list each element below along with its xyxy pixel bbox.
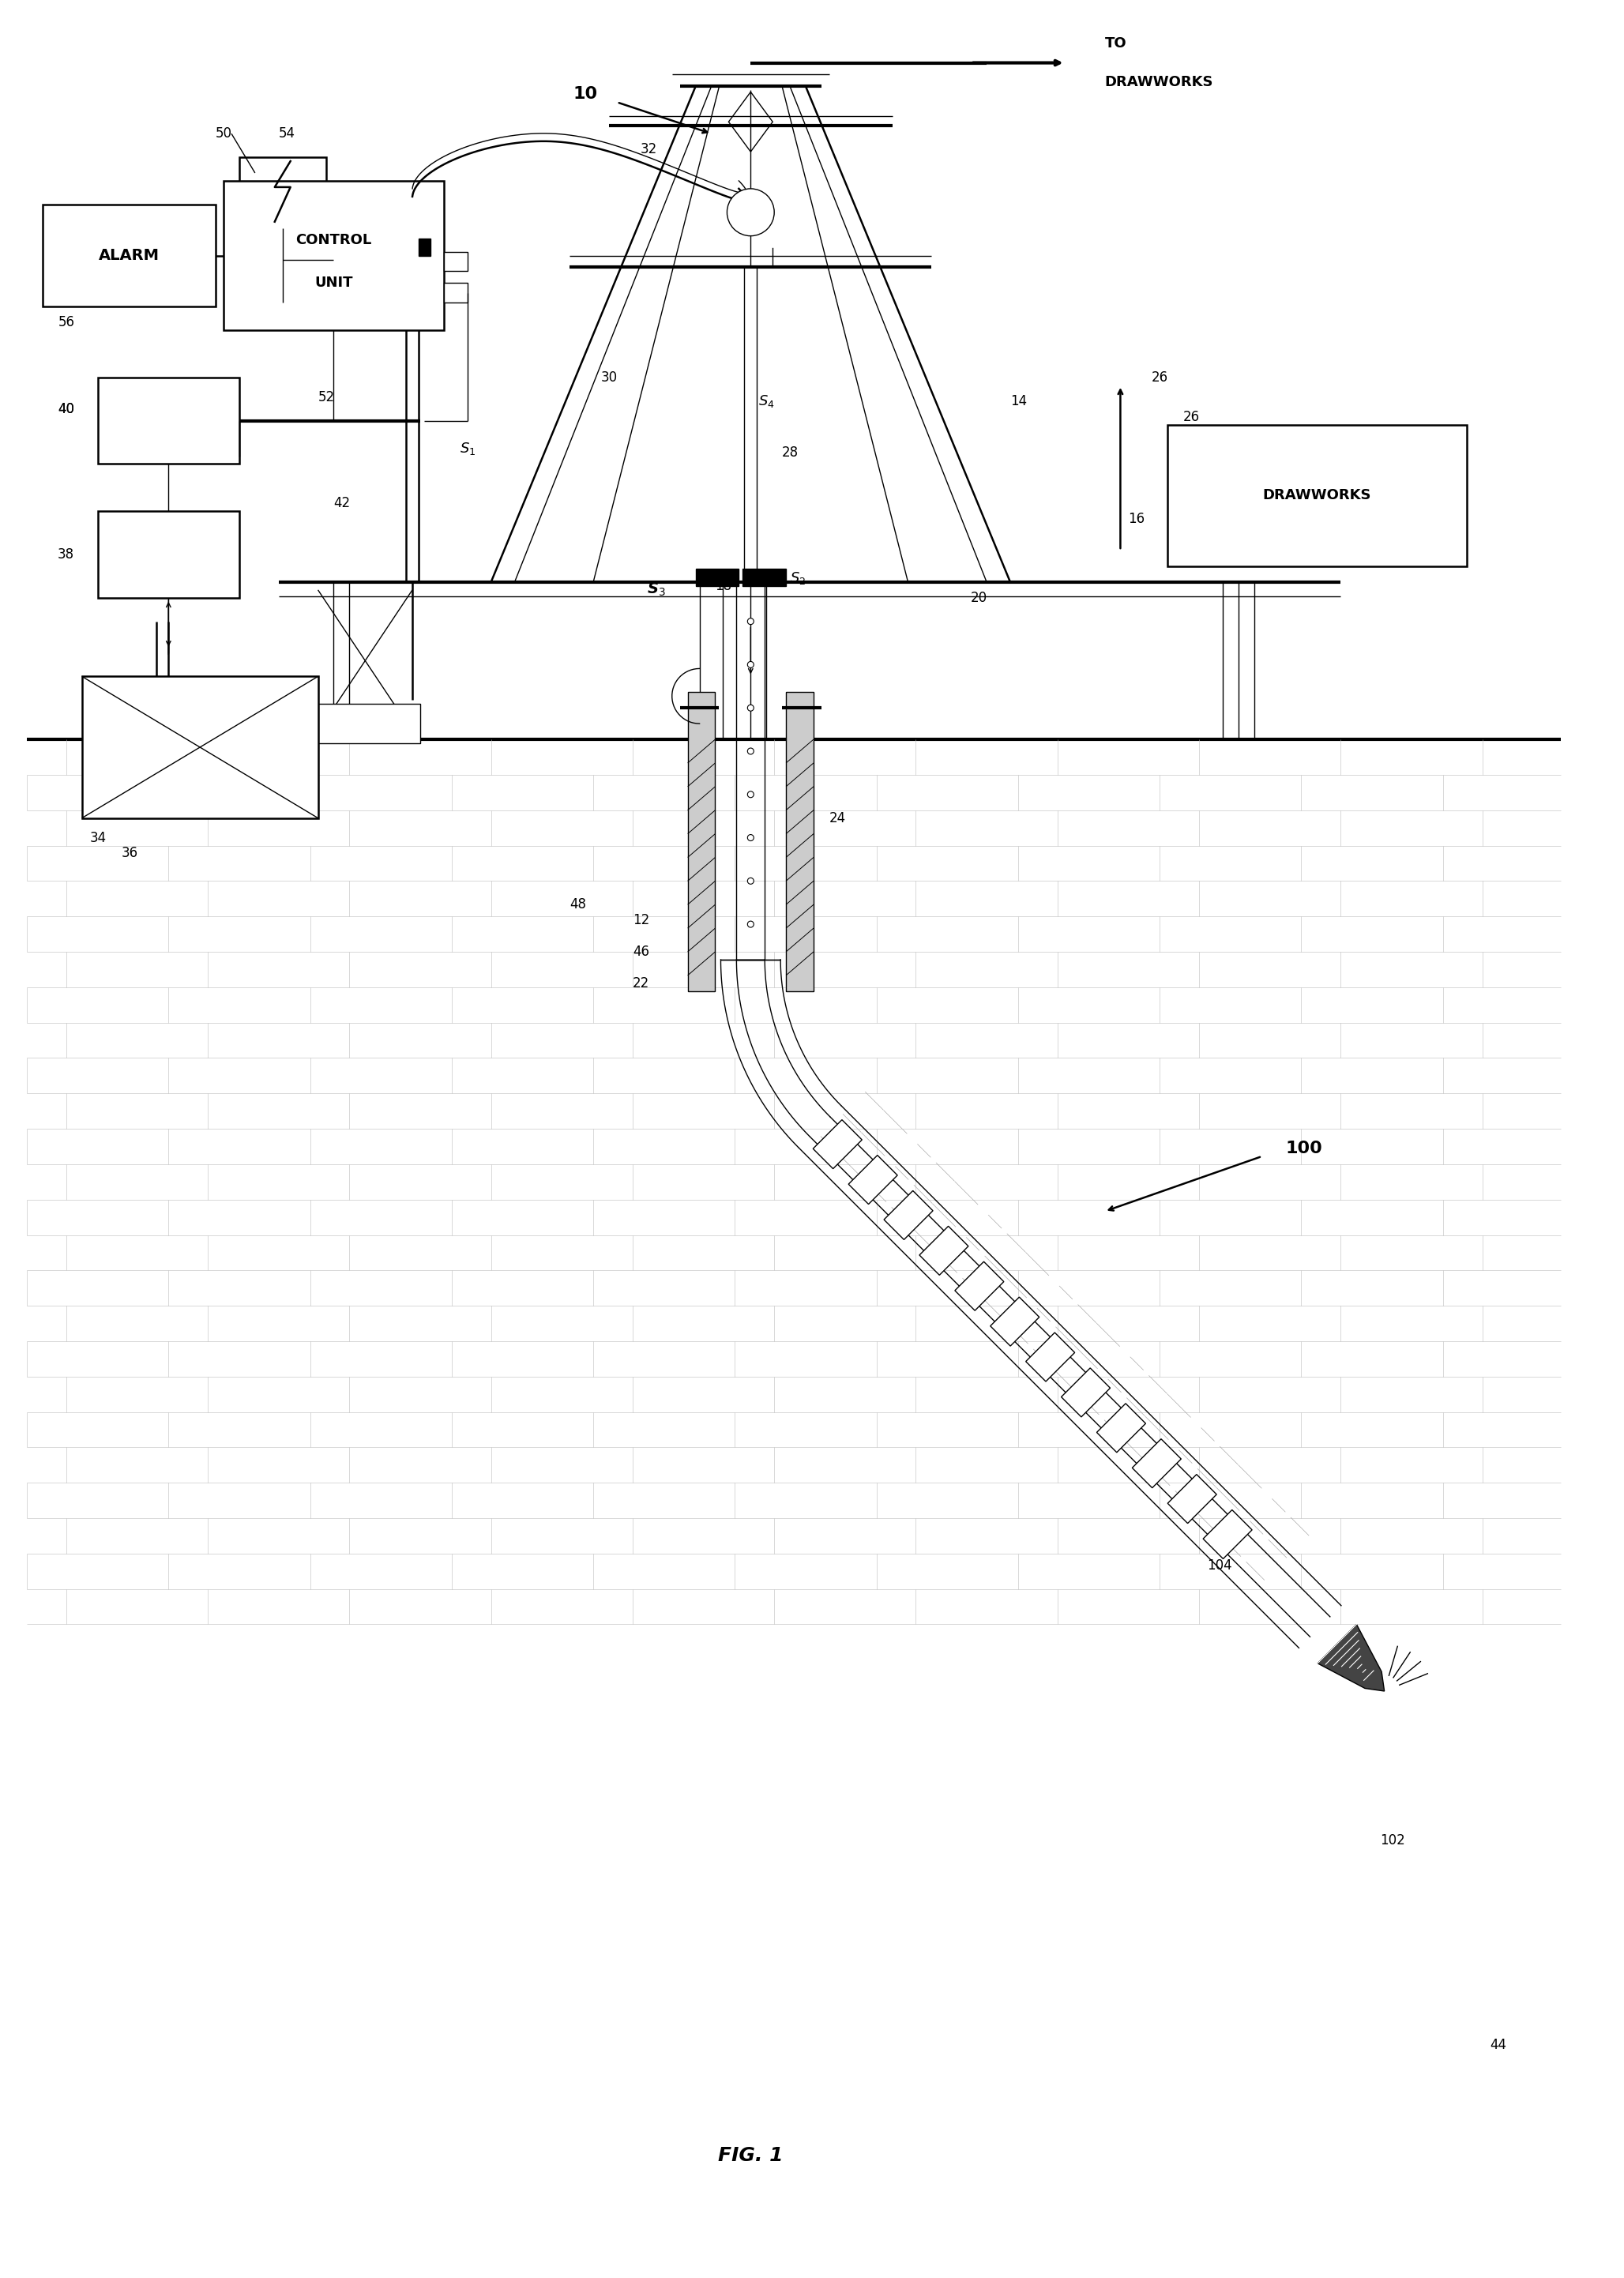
Text: 50: 50	[216, 128, 232, 141]
Text: 104: 104	[1207, 1558, 1233, 1572]
Bar	[786, 693, 814, 991]
Polygon shape	[848, 1155, 898, 1205]
Polygon shape	[1060, 1369, 1111, 1417]
Polygon shape	[1096, 1403, 1145, 1453]
Bar	[97, 378, 239, 465]
Circle shape	[747, 617, 754, 624]
Text: 20: 20	[971, 590, 987, 606]
Circle shape	[747, 920, 754, 927]
Text: ALARM: ALARM	[99, 248, 159, 262]
Text: 16: 16	[1129, 513, 1145, 526]
Text: TO: TO	[1104, 36, 1127, 50]
Text: 30: 30	[601, 371, 617, 385]
Circle shape	[747, 747, 754, 754]
Text: 56: 56	[58, 314, 75, 330]
Text: 26: 26	[1184, 410, 1200, 424]
Text: S$_4$: S$_4$	[758, 394, 775, 410]
Text: 54: 54	[279, 128, 296, 141]
Bar	[687, 693, 715, 991]
Text: 40: 40	[57, 401, 75, 417]
Polygon shape	[1317, 1624, 1384, 1690]
Bar	[310, 704, 421, 743]
Bar	[695, 570, 739, 585]
Text: 22: 22	[633, 977, 650, 991]
Text: 32: 32	[640, 141, 658, 157]
Text: CONTROL: CONTROL	[296, 232, 372, 246]
Text: 44: 44	[1491, 2039, 1507, 2052]
Circle shape	[747, 877, 754, 884]
Polygon shape	[1132, 1440, 1181, 1488]
Circle shape	[747, 834, 754, 841]
Text: 40: 40	[57, 401, 75, 417]
Text: 48: 48	[570, 898, 586, 911]
Text: DRAWWORKS: DRAWWORKS	[1104, 75, 1213, 89]
Bar	[224, 180, 443, 330]
Bar	[42, 205, 216, 308]
Bar	[742, 570, 786, 585]
Bar	[419, 239, 430, 255]
Bar	[97, 510, 239, 597]
Text: 26: 26	[1151, 371, 1169, 385]
Circle shape	[747, 704, 754, 711]
Text: UNIT: UNIT	[315, 276, 352, 289]
Polygon shape	[814, 1121, 862, 1169]
Bar	[1168, 424, 1466, 567]
Text: 10: 10	[573, 87, 598, 103]
Text: FIG. 1: FIG. 1	[718, 2146, 783, 2164]
Text: 46: 46	[633, 945, 650, 959]
Text: 42: 42	[333, 497, 351, 510]
Text: 38: 38	[57, 547, 75, 563]
Text: S$_3$: S$_3$	[646, 581, 666, 599]
Polygon shape	[883, 1191, 932, 1239]
Circle shape	[747, 790, 754, 797]
Bar	[239, 157, 326, 228]
Text: 36: 36	[122, 847, 138, 861]
Polygon shape	[1168, 1474, 1216, 1524]
Polygon shape	[919, 1226, 968, 1276]
Text: S$_1$: S$_1$	[460, 440, 476, 456]
Text: 100: 100	[1286, 1141, 1322, 1157]
Circle shape	[728, 189, 775, 237]
Text: 34: 34	[89, 831, 107, 845]
Text: 24: 24	[830, 811, 846, 825]
Text: 28: 28	[783, 444, 799, 460]
Bar	[443, 251, 468, 271]
Polygon shape	[991, 1296, 1039, 1346]
Bar	[81, 677, 318, 818]
Polygon shape	[1203, 1510, 1252, 1558]
Text: 14: 14	[1010, 394, 1026, 408]
Text: S$_2$: S$_2$	[789, 570, 806, 585]
Text: 18: 18	[715, 579, 732, 592]
Polygon shape	[1026, 1333, 1075, 1380]
Text: 102: 102	[1380, 1834, 1405, 1847]
Circle shape	[747, 661, 754, 667]
Text: 52: 52	[318, 390, 335, 403]
Polygon shape	[955, 1262, 1004, 1310]
Bar	[443, 282, 468, 303]
Text: 12: 12	[633, 913, 650, 927]
Text: DRAWWORKS: DRAWWORKS	[1263, 487, 1371, 503]
